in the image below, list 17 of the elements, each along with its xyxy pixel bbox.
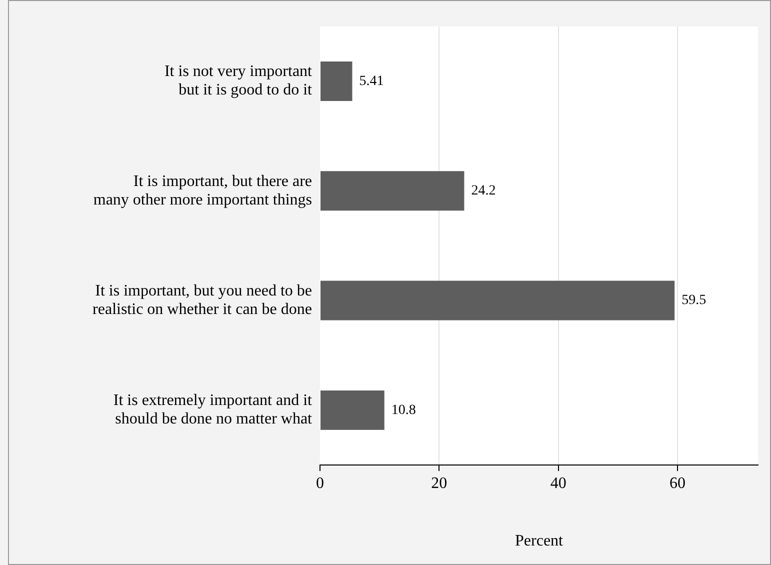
bar	[320, 390, 384, 430]
data-label: 59.5	[682, 293, 706, 308]
bar	[320, 61, 352, 101]
bar	[320, 280, 675, 320]
y-tick-label: It is not very important but it is good to do it	[164, 63, 313, 99]
data-label: 10.8	[391, 402, 416, 418]
x-tick-label: 20	[431, 474, 448, 492]
data-label: 5.41	[359, 74, 384, 89]
x-tick-label: 60	[670, 474, 686, 492]
data-label: 24.2	[471, 184, 496, 199]
x-axis-title: Percent	[515, 532, 564, 550]
bar	[320, 171, 464, 211]
x-tick-label: 40	[550, 474, 566, 492]
x-tick-label: 0	[316, 474, 324, 492]
y-tick-label: It is extremely important and it should be done no matter what	[113, 392, 313, 428]
y-tick-label: It is important, but there are many other more important things	[93, 172, 312, 208]
y-tick-label: It is important, but you need to be realistic on whether it can be done	[92, 282, 312, 318]
